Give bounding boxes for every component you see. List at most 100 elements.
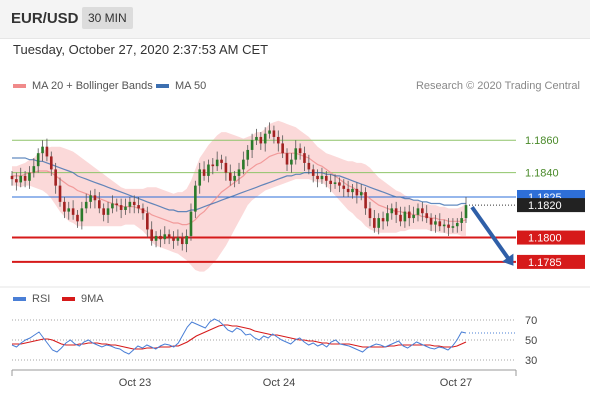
candle-body [141,208,145,214]
candle-body [80,208,84,222]
candle-body [228,172,232,181]
candle-body [399,214,402,222]
candle-body [54,169,57,186]
candle-body [272,130,276,137]
candle-body [67,208,71,212]
candle-body [333,182,337,185]
x-tick-oct-24: Oct 24 [263,377,295,389]
level-label-1.1785: 1.1785 [528,257,562,269]
candle-body [324,175,328,181]
candle-body [194,185,197,212]
candle-body [89,195,92,202]
timeframe-badge[interactable]: 30 MIN [82,7,133,29]
candle-body [285,153,289,165]
candle-body [102,208,105,215]
candle-body [242,159,245,170]
candle-body [311,169,315,176]
candle-body [15,179,18,183]
candle-body [176,237,180,241]
candle-body [202,169,206,176]
candle-body [316,175,319,180]
candle-body [429,218,433,225]
candle-body [111,203,114,209]
candle-body [154,235,158,241]
candle-body [115,203,119,206]
candle-body [359,192,363,196]
candle-body [106,208,110,215]
candle-body [451,226,455,228]
projection-arrowhead-icon [501,253,514,266]
candle-body [442,224,446,227]
x-tick-oct-27: Oct 27 [440,377,472,389]
candle-body [290,159,293,165]
candle-body [460,218,463,223]
candle-body [84,201,88,209]
candle-body [438,221,442,227]
rsi-swatch-icon [13,297,26,302]
candle-body [294,148,298,160]
candle-body [224,162,228,173]
rsi-line [11,318,467,355]
legend-ma20: MA 20 + Bollinger Bands [13,80,153,92]
research-credit: Research © 2020 Trading Central [415,80,580,92]
x-tick-oct-23: Oct 23 [119,377,151,389]
candle-body [185,235,188,245]
legend-ma50: MA 50 [156,80,206,92]
ma9-swatch-icon [62,297,75,302]
candle-body [215,159,219,167]
legend-9ma-label: 9MA [81,293,104,305]
candle-body [434,221,437,225]
candle-body [10,175,14,180]
candle-body [464,205,468,219]
ma20-swatch-icon [13,84,26,89]
chart-datetime: Tuesday, October 27, 2020 2:37:53 AM CET [13,42,269,57]
level-label-1.1860: 1.1860 [525,135,559,147]
candle-body [211,164,215,167]
legend-rsi-label: RSI [32,293,51,305]
candle-body [342,185,346,189]
projection-arrow-shaft [470,205,512,263]
candle-body [390,208,394,214]
ma50-swatch-icon [156,84,169,89]
candle-body [338,182,341,186]
candle-body [373,218,376,228]
candle-body [412,214,415,219]
candle-body [28,172,31,181]
candle-body [97,200,101,209]
level-label-1.1840: 1.1840 [525,168,559,180]
candle-body [355,188,359,196]
candle-body [41,146,44,154]
candle-body [246,149,250,160]
candle-body [381,218,385,222]
candle-body [198,169,202,186]
candle-body [49,156,53,170]
candle-body [346,188,350,193]
candle-body [303,153,306,163]
ma50-line [12,157,466,213]
candle-body [386,213,389,222]
candle-body [268,130,271,134]
candle-body [159,235,162,240]
candle-body [45,146,49,157]
candle-body [255,136,258,141]
rsi-tick-70: 70 [525,315,537,327]
candle-body [416,208,420,215]
level-tag-1.1800 [517,230,585,245]
candle-body [281,143,284,154]
candle-body [351,188,354,193]
candle-body [447,224,450,228]
candle-body [93,195,97,201]
candle-body [128,201,132,207]
candle-body [163,234,167,240]
candle-body [180,237,184,245]
chart-header: EUR/USD 30 MIN [0,0,590,39]
candle-body [368,208,372,219]
instrument-title: EUR/USD [11,10,79,27]
rsi-tick-30: 30 [525,355,537,367]
candle-body [119,205,123,210]
candle-body [207,164,210,176]
rsi-ma9-line [12,324,467,350]
legend-9ma: 9MA [62,293,104,305]
legend-ma20-label: MA 20 + Bollinger Bands [32,80,153,92]
